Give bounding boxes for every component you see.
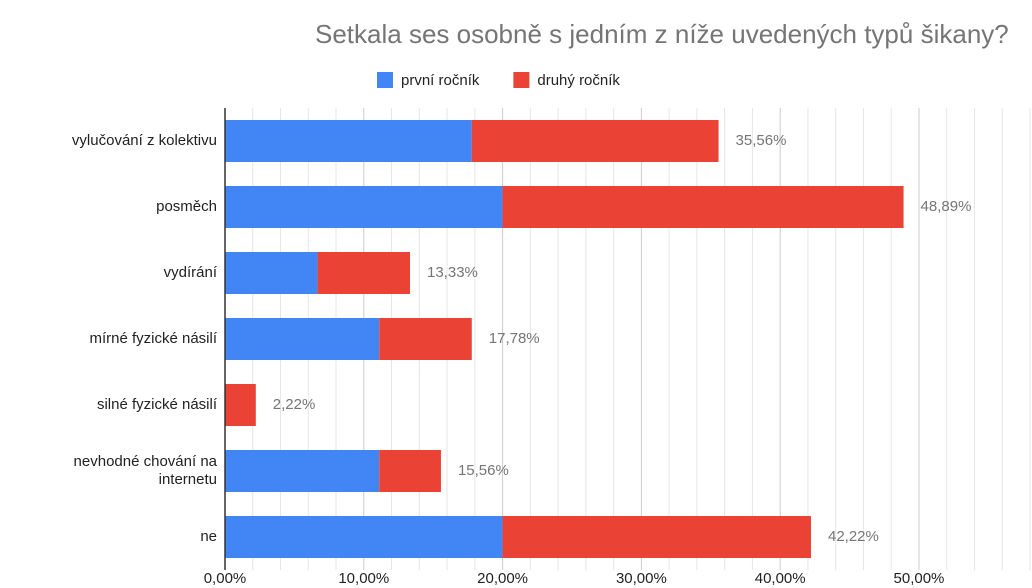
total-label: 48,89% xyxy=(921,198,972,215)
legend-label: druhý ročník xyxy=(537,72,620,89)
x-tick-label: 0,00% xyxy=(204,570,247,587)
y-tick-label: vylučování z kolektivu xyxy=(71,132,217,149)
legend-swatch xyxy=(513,72,530,88)
y-tick-label: vydírání xyxy=(163,264,217,281)
bar-segment xyxy=(379,318,472,360)
total-label: 15,56% xyxy=(458,462,509,479)
bar-segment xyxy=(225,318,380,360)
bar-segment xyxy=(225,450,380,492)
y-tick-label: mírné fyzické násilí xyxy=(89,330,217,347)
bar-segment xyxy=(471,120,719,162)
total-label: 42,22% xyxy=(828,528,879,545)
bar-segment xyxy=(225,516,503,558)
bar-segment xyxy=(225,252,318,294)
bar-segment xyxy=(225,120,472,162)
bar-segment xyxy=(225,186,503,228)
bar-segment xyxy=(225,384,256,426)
x-tick-label: 10,00% xyxy=(338,570,389,587)
x-tick-label: 20,00% xyxy=(477,570,528,587)
total-label: 2,22% xyxy=(273,396,316,413)
y-tick-label: silné fyzické násilí xyxy=(96,396,217,413)
y-tick-label: ne xyxy=(200,528,217,545)
x-tick-label: 30,00% xyxy=(616,570,667,587)
bar-segment xyxy=(379,450,441,492)
y-tick-label: nevhodné chování na internetu xyxy=(73,453,217,488)
legend-swatch xyxy=(377,72,393,88)
total-label: 17,78% xyxy=(489,330,540,347)
chart-title: Setkala ses osobně s jedním z níže uvede… xyxy=(315,19,1009,49)
x-tick-label: 50,00% xyxy=(894,570,945,587)
bar-segment xyxy=(317,252,411,294)
total-label: 13,33% xyxy=(427,264,478,281)
bar-segment xyxy=(502,186,904,228)
legend-label: první ročník xyxy=(401,72,480,89)
y-tick-label: posměch xyxy=(156,198,217,215)
total-label: 35,56% xyxy=(736,132,787,149)
bar-segment xyxy=(502,516,811,558)
x-tick-label: 40,00% xyxy=(755,570,806,587)
